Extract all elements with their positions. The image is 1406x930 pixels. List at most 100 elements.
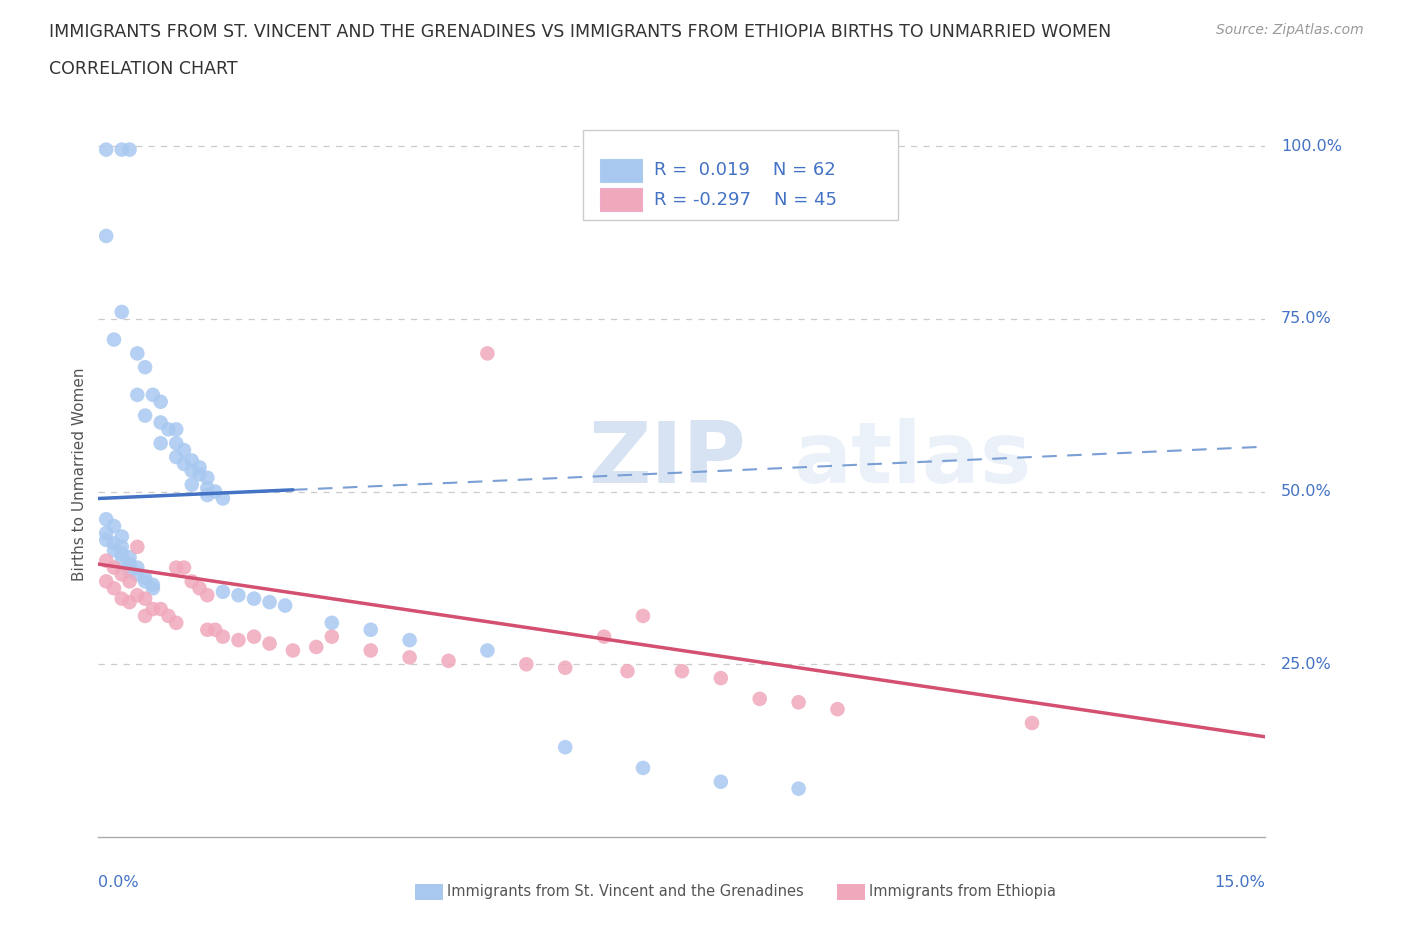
Point	[111, 567, 134, 582]
Point	[127, 567, 149, 582]
Point	[111, 529, 134, 544]
Point	[96, 525, 118, 540]
Point	[111, 142, 134, 157]
Point	[142, 581, 165, 596]
Point	[103, 581, 125, 596]
Text: 100.0%: 100.0%	[1281, 139, 1341, 153]
Point	[195, 588, 218, 603]
Point	[118, 594, 141, 609]
Point	[259, 594, 281, 609]
Point	[142, 602, 165, 617]
Point	[134, 574, 156, 589]
Point	[118, 564, 141, 578]
Point	[165, 449, 187, 464]
Point	[118, 550, 141, 565]
Point	[188, 581, 211, 596]
Point	[111, 546, 134, 561]
Point	[180, 574, 202, 589]
Point	[142, 578, 165, 592]
Point	[157, 422, 180, 437]
Point	[103, 560, 125, 575]
Text: Immigrants from Ethiopia: Immigrants from Ethiopia	[869, 884, 1056, 899]
Text: 0.0%: 0.0%	[98, 875, 139, 890]
Point	[149, 436, 172, 451]
Point	[259, 636, 281, 651]
Point	[631, 608, 654, 623]
Point	[195, 471, 218, 485]
Point	[96, 512, 118, 526]
Point	[96, 229, 118, 244]
Point	[827, 702, 849, 717]
Point	[554, 660, 576, 675]
Point	[195, 481, 218, 496]
Y-axis label: Births to Unmarried Women: Births to Unmarried Women	[72, 367, 87, 581]
Point	[134, 591, 156, 606]
Point	[477, 643, 499, 658]
Point	[360, 643, 382, 658]
Point	[118, 557, 141, 572]
Point	[554, 739, 576, 754]
Point	[180, 477, 202, 492]
Point	[165, 616, 187, 631]
Point	[243, 591, 266, 606]
Point	[281, 643, 304, 658]
Point	[134, 408, 156, 423]
Point	[195, 487, 218, 502]
Point	[305, 640, 328, 655]
Point	[748, 691, 770, 706]
Point	[157, 608, 180, 623]
Point	[173, 457, 195, 472]
Point	[149, 394, 172, 409]
Point	[477, 346, 499, 361]
Point	[111, 539, 134, 554]
Point	[118, 142, 141, 157]
Text: 75.0%: 75.0%	[1281, 312, 1331, 326]
Point	[616, 664, 638, 679]
Text: ZIP: ZIP	[589, 418, 747, 501]
Point	[195, 622, 218, 637]
Point	[96, 574, 118, 589]
Point	[204, 485, 226, 499]
Point	[243, 630, 266, 644]
FancyBboxPatch shape	[582, 130, 898, 220]
Point	[96, 553, 118, 568]
Point	[103, 543, 125, 558]
Point	[787, 781, 810, 796]
Text: Source: ZipAtlas.com: Source: ZipAtlas.com	[1216, 23, 1364, 37]
Text: 50.0%: 50.0%	[1281, 485, 1331, 499]
Text: atlas: atlas	[793, 418, 1031, 501]
Point	[593, 630, 616, 644]
Point	[188, 460, 211, 475]
Point	[103, 536, 125, 551]
Point	[103, 332, 125, 347]
Point	[398, 632, 420, 647]
FancyBboxPatch shape	[600, 159, 643, 182]
Point	[1021, 715, 1043, 730]
Point	[321, 630, 343, 644]
Point	[321, 616, 343, 631]
Point	[111, 304, 134, 319]
Point	[437, 654, 460, 669]
Point	[212, 491, 235, 506]
Point	[671, 664, 693, 679]
Point	[96, 533, 118, 548]
Text: 15.0%: 15.0%	[1215, 875, 1265, 890]
Point	[111, 591, 134, 606]
Text: IMMIGRANTS FROM ST. VINCENT AND THE GRENADINES VS IMMIGRANTS FROM ETHIOPIA BIRTH: IMMIGRANTS FROM ST. VINCENT AND THE GREN…	[49, 23, 1112, 41]
Point	[127, 388, 149, 403]
Point	[165, 436, 187, 451]
Point	[710, 775, 733, 790]
Point	[180, 453, 202, 468]
Point	[212, 584, 235, 599]
Point	[228, 588, 250, 603]
Point	[165, 560, 187, 575]
Point	[173, 560, 195, 575]
Point	[134, 570, 156, 585]
Point	[134, 360, 156, 375]
Point	[204, 622, 226, 637]
Point	[127, 560, 149, 575]
Point	[111, 553, 134, 568]
Point	[188, 467, 211, 482]
Point	[165, 422, 187, 437]
Point	[787, 695, 810, 710]
